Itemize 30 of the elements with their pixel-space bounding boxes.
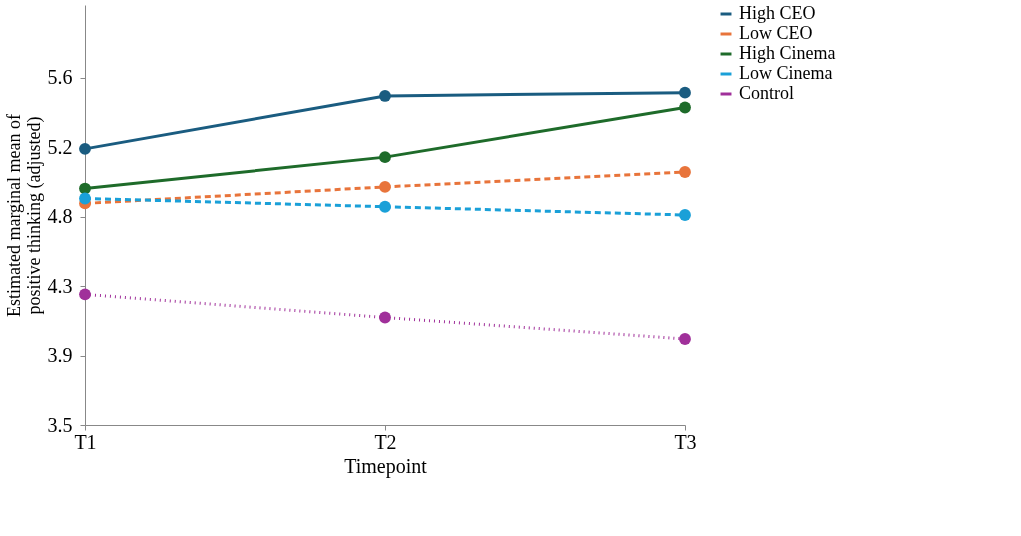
point bbox=[679, 101, 691, 114]
y-tick-label: 4.3 bbox=[47, 274, 73, 297]
x-axis-title: Timepoint bbox=[344, 454, 428, 478]
point bbox=[679, 333, 691, 345]
legend-label: Low CEO bbox=[739, 23, 813, 43]
y-axis-title: Estimated marginal mean of positive thinking (adjusted) bbox=[3, 113, 45, 318]
point bbox=[379, 180, 391, 193]
point bbox=[679, 209, 691, 221]
y-tick-label: 3.9 bbox=[47, 344, 73, 367]
point bbox=[679, 86, 691, 99]
point bbox=[379, 311, 391, 324]
x-tick-label: T2 bbox=[374, 430, 397, 453]
point bbox=[379, 200, 391, 213]
point bbox=[79, 288, 91, 301]
legend-label: High CEO bbox=[739, 3, 816, 23]
x-tick-label: T1 bbox=[74, 430, 97, 453]
point bbox=[79, 192, 91, 205]
point bbox=[379, 151, 391, 164]
y-tick-label: 3.5 bbox=[47, 413, 73, 436]
legend-label: High Cinema bbox=[739, 43, 836, 63]
point bbox=[79, 182, 91, 195]
point bbox=[679, 166, 691, 178]
legend-label: Control bbox=[739, 83, 795, 103]
x-tick-label: T3 bbox=[674, 430, 697, 453]
point bbox=[79, 142, 91, 155]
legend-label: Low Cinema bbox=[739, 63, 833, 83]
y-tick-label: 5.6 bbox=[47, 66, 73, 89]
y-tick-label: 5.2 bbox=[47, 135, 73, 158]
y-tick-label: 4.8 bbox=[47, 205, 73, 228]
point bbox=[379, 90, 391, 102]
